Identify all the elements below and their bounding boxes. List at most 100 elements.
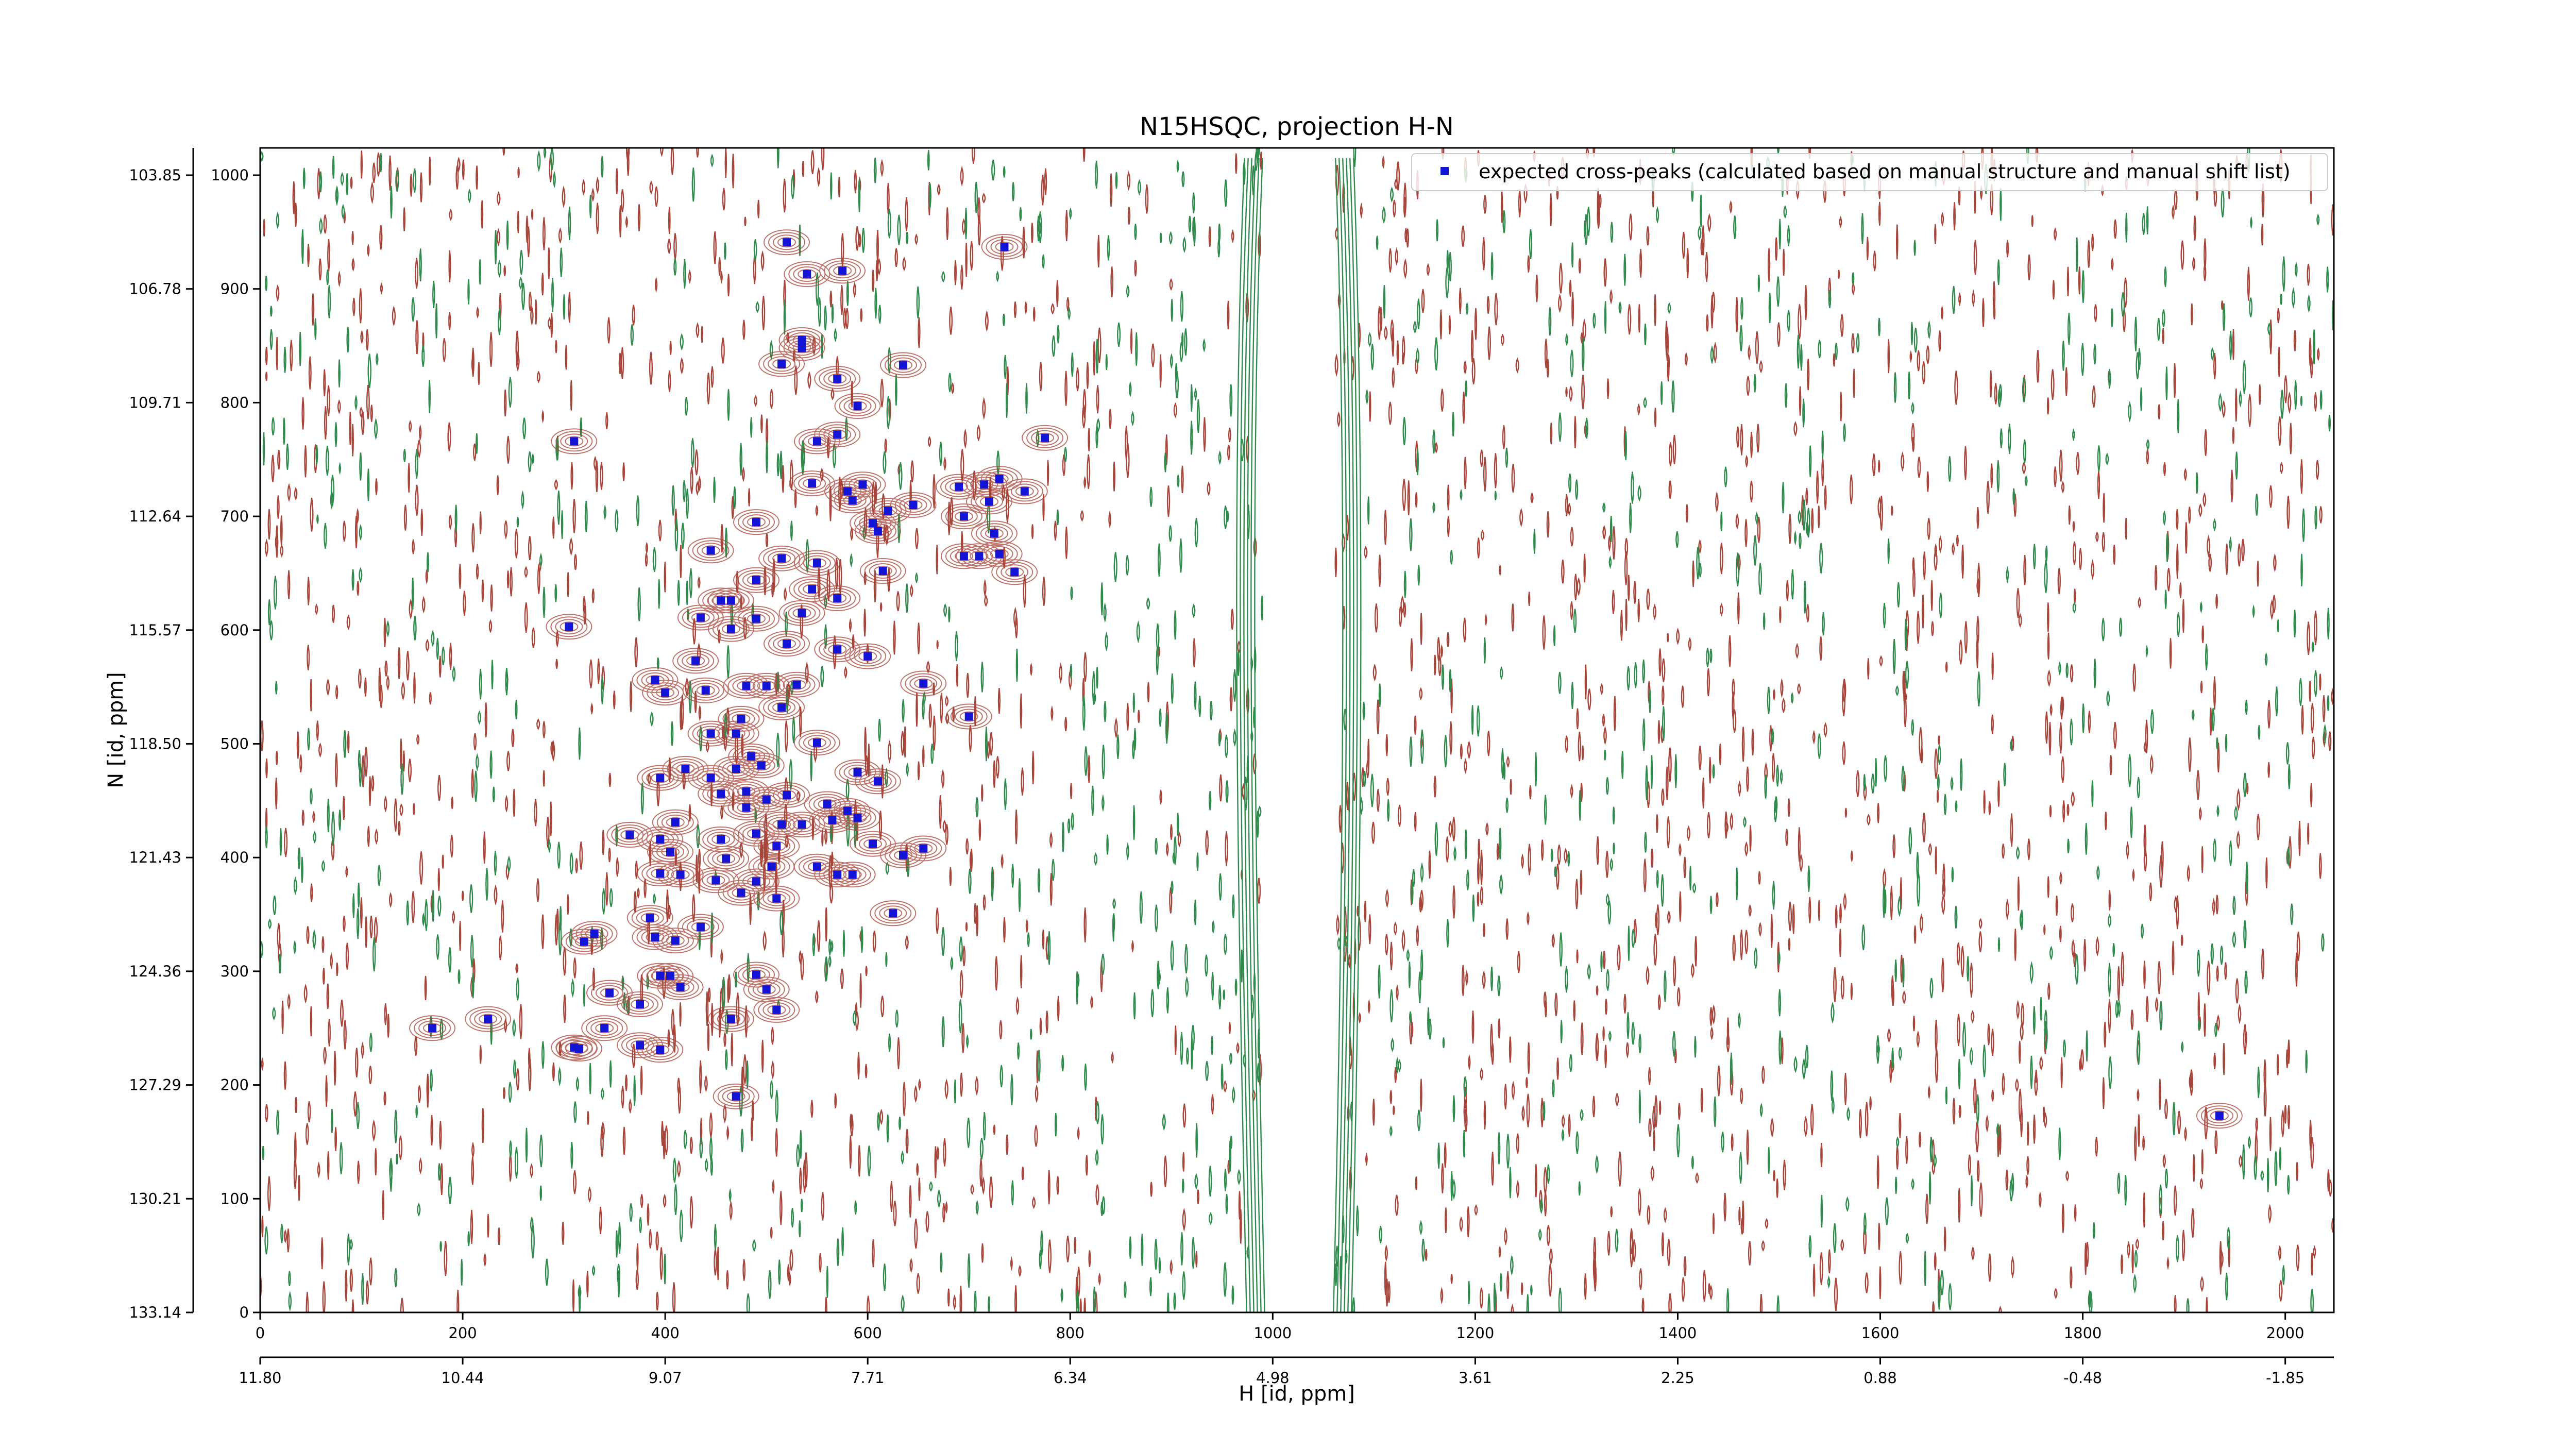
peak-marker — [772, 842, 781, 851]
contour-layer — [260, 148, 2334, 1312]
y-tick-label: 300 — [221, 963, 249, 980]
peak-marker — [726, 596, 735, 605]
peak-marker — [899, 361, 907, 369]
peak-marker — [853, 402, 862, 410]
y-tick-label: 200 — [221, 1076, 249, 1094]
peak-marker — [833, 594, 842, 602]
peak-marker — [777, 360, 786, 368]
x-axis-ticks: 0 200 400 600 800 1000 1200 1400 1600 1800 2000 — [256, 1312, 2304, 1342]
peak-marker — [812, 437, 821, 446]
peak-marker — [717, 596, 725, 605]
peak-marker — [656, 1046, 665, 1054]
peak-marker — [752, 877, 760, 886]
peak-marker — [848, 496, 857, 505]
peak-marker — [737, 888, 745, 897]
peak-marker — [600, 1024, 609, 1033]
peak-marker — [671, 818, 680, 827]
peak-marker — [726, 625, 735, 633]
peak-marker — [909, 501, 918, 509]
x-ppm-tick-label: 2.25 — [1661, 1369, 1694, 1387]
peak-marker — [858, 480, 867, 489]
peak-marker — [833, 870, 842, 879]
peak-marker — [676, 870, 685, 879]
y-ppm-tick-label: 115.57 — [129, 621, 181, 639]
peak-marker — [828, 816, 837, 824]
y-tick-label: 1000 — [211, 166, 249, 184]
peak-marker — [767, 862, 776, 871]
x-tick-label: 1800 — [2064, 1324, 2102, 1342]
peak-marker — [696, 613, 705, 622]
y-tick-label: 700 — [221, 508, 249, 525]
peak-marker — [661, 688, 670, 697]
peak-marker — [706, 773, 715, 782]
chart-title: N15HSQC, projection H-N — [1140, 112, 1454, 141]
peak-marker — [772, 1005, 781, 1014]
x-ppm-tick-label: 7.71 — [851, 1369, 885, 1387]
x-ppm-tick-label: 3.61 — [1459, 1369, 1492, 1387]
x-tick-label: 600 — [854, 1324, 882, 1342]
peak-marker — [636, 1000, 644, 1008]
peak-marker — [798, 820, 806, 829]
y-tick-label: 500 — [221, 735, 249, 752]
peak-marker — [853, 768, 862, 777]
x-ppm-tick-label: 11.80 — [239, 1369, 281, 1387]
x-axis-label: H [id, ppm] — [1239, 1382, 1355, 1406]
plot-area — [260, 148, 2334, 1312]
peak-marker — [428, 1024, 437, 1033]
y-tick-label: 800 — [221, 394, 249, 411]
peak-marker — [1020, 487, 1029, 496]
peak-marker — [878, 567, 887, 575]
peak-marker — [484, 1015, 493, 1023]
peak-marker — [975, 552, 984, 561]
peak-marker — [869, 519, 877, 528]
peak-marker — [869, 839, 877, 848]
peak-marker — [959, 512, 968, 521]
plot-frame — [259, 147, 2335, 1313]
y-ppm-tick-label: 121.43 — [129, 849, 181, 866]
x-ppm-tick-label: 0.88 — [1863, 1369, 1897, 1387]
y-ppm-tick-label: 124.36 — [129, 963, 181, 980]
peak-marker — [752, 576, 760, 584]
x-tick-label: 2000 — [2266, 1324, 2304, 1342]
x-tick-label: 0 — [256, 1324, 265, 1342]
peak-marker — [843, 487, 852, 496]
peak-marker — [625, 831, 634, 839]
peak-marker — [884, 507, 892, 515]
peak-marker — [980, 480, 989, 489]
peak-marker — [964, 712, 973, 721]
peak-marker — [747, 752, 756, 761]
peak-marker — [838, 266, 847, 275]
peak-marker — [671, 936, 680, 945]
peak-marker — [783, 790, 791, 799]
peak-marker — [762, 985, 771, 994]
peak-marker — [717, 835, 725, 844]
peak-marker — [762, 681, 771, 690]
peak-marker — [783, 238, 791, 247]
peak-marker — [636, 1041, 644, 1050]
peak-marker — [565, 622, 573, 631]
peak-marker — [848, 870, 857, 879]
peak-marker — [737, 714, 745, 723]
y-axis-ticks: 0 100 200 300 400 500 600 700 800 900 1000 — [211, 166, 260, 1321]
peak-marker — [742, 787, 751, 796]
peak-marker — [656, 835, 665, 844]
water-contours — [1236, 158, 1362, 1312]
x-ppm-axis: 11.80 10.44 9.07 7.71 6.34 4.98 3.61 2.25 0.88 -0… — [239, 1356, 2334, 1387]
peak-marker — [722, 854, 731, 863]
peak-marker — [742, 681, 751, 690]
peak-marker — [853, 813, 862, 822]
peak-marker — [777, 703, 786, 712]
peak-marker — [706, 729, 715, 738]
legend-label: expected cross-peaks (calculated based o… — [1479, 160, 2291, 183]
peak-marker — [899, 851, 907, 860]
peak-marker — [1041, 433, 1049, 442]
peak-marker — [798, 609, 806, 617]
peak-marker — [990, 529, 998, 538]
peak-marker — [651, 676, 659, 684]
peak-marker — [732, 1092, 740, 1101]
peak-marker — [570, 437, 579, 446]
peak-marker — [752, 614, 760, 623]
peak-marker — [833, 645, 842, 654]
negative-contours — [260, 148, 2334, 1312]
